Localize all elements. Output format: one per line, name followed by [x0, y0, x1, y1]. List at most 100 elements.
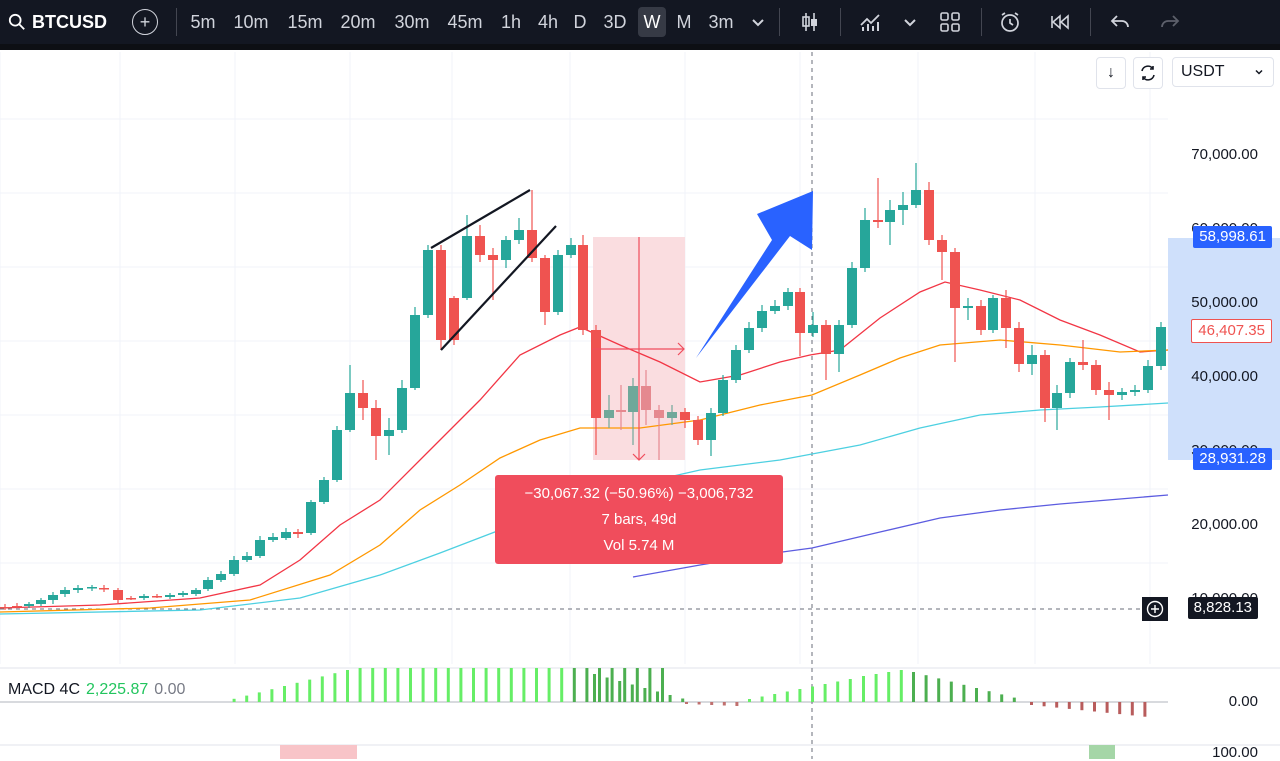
macd-bar [697, 702, 701, 705]
macd-bar [710, 702, 714, 705]
replay-icon[interactable] [1046, 8, 1074, 36]
macd-value: 2,225.87 [86, 681, 149, 698]
price-range-highlight [1168, 238, 1280, 460]
macd-bar [623, 668, 627, 702]
candle-body [924, 190, 934, 240]
currency-select[interactable]: USDT [1172, 57, 1274, 87]
layout-grid-icon[interactable] [936, 8, 964, 36]
macd-bar [497, 668, 501, 702]
candle-body [191, 590, 201, 594]
candle-body [488, 255, 498, 260]
crosshair-add-button[interactable] [1142, 597, 1168, 621]
candle-body [514, 230, 524, 240]
crosshair-price-tag: 8,828.13 [1187, 597, 1258, 619]
macd-legend[interactable]: MACD 4C 2,225.87 0.00 [8, 681, 185, 699]
macd-bar [630, 684, 634, 702]
price-axis-label: 40,000.00 [1191, 368, 1258, 385]
candle-body [1143, 366, 1153, 390]
macd-histogram [232, 668, 1147, 717]
chevron-down-icon[interactable] [744, 8, 772, 36]
alert-clock-icon[interactable] [996, 8, 1024, 36]
candle-body [332, 430, 342, 480]
timeframe-10m[interactable]: 10m [233, 12, 269, 32]
candle-body [680, 412, 690, 420]
macd-bar [949, 681, 953, 702]
macd-bar [598, 668, 601, 702]
macd-bar [987, 691, 991, 702]
candle-body [462, 236, 472, 298]
timeframe-w[interactable]: W [638, 7, 666, 37]
candle-body [654, 410, 664, 418]
macd-bar [1118, 702, 1122, 715]
auto-scale-button[interactable] [1133, 57, 1163, 89]
timeframe-1h[interactable]: 1h [500, 12, 522, 32]
candle-body [553, 255, 563, 312]
candle-body [976, 306, 986, 330]
candle-body [242, 556, 252, 560]
macd-bar [383, 668, 387, 702]
candle-body [911, 190, 921, 205]
timeframe-3d[interactable]: 3D [603, 12, 627, 32]
candle-body [527, 230, 537, 258]
scroll-to-latest-button[interactable]: ↓ [1096, 57, 1126, 89]
timeframe-45m[interactable]: 45m [447, 12, 483, 32]
macd-bar [1080, 702, 1084, 711]
candle-body [293, 532, 303, 534]
macd-bar [848, 679, 852, 702]
macd-bar [245, 695, 249, 702]
symbol-search[interactable]: BTCUSD [0, 0, 168, 44]
macd-bar [1067, 702, 1071, 709]
candle-body [873, 220, 883, 222]
candlesticks [0, 163, 1166, 610]
macd-bar [887, 672, 891, 702]
redo-icon[interactable] [1156, 8, 1184, 36]
macd-bar [785, 691, 789, 702]
macd-bar [547, 668, 551, 702]
macd-bar [912, 672, 915, 702]
candle-body [808, 325, 818, 333]
timeframe-5m[interactable]: 5m [190, 12, 216, 32]
timeframe-3m[interactable]: 3m [708, 12, 734, 32]
candle-body [1001, 298, 1011, 328]
candle-body [693, 420, 703, 440]
candle-body [281, 532, 291, 538]
chevron-down-icon[interactable] [896, 8, 924, 36]
candle-body [641, 386, 651, 410]
candle-body [744, 328, 754, 350]
toolbar-divider [981, 8, 982, 36]
timeframe-15m[interactable]: 15m [287, 12, 323, 32]
candle-body [87, 587, 97, 589]
macd-bar [962, 684, 966, 702]
timeframe-30m[interactable]: 30m [394, 12, 430, 32]
timeframe-4h[interactable]: 4h [537, 12, 559, 32]
candle-body [898, 205, 908, 210]
measure-tooltip: −30,067.32 (−50.96%) −3,006,732 7 bars, … [495, 475, 783, 564]
candle-body [268, 537, 278, 540]
candle-body [566, 245, 576, 255]
candle-body [950, 252, 960, 308]
macd-bar [1143, 702, 1147, 717]
macd-bar [610, 668, 614, 702]
timeframe-m[interactable]: M [676, 12, 692, 32]
undo-icon[interactable] [1106, 8, 1134, 36]
measure-arrow [632, 453, 646, 461]
macd-bar [899, 670, 903, 702]
candle-body [1104, 390, 1114, 395]
timeframe-20m[interactable]: 20m [340, 12, 376, 32]
timeframe-d[interactable]: D [573, 12, 587, 32]
candle-body [770, 306, 780, 311]
candle-body [475, 236, 485, 255]
candles-chart-type-icon[interactable] [796, 8, 824, 36]
macd-bar [635, 668, 639, 702]
price-chart[interactable] [0, 44, 1280, 759]
ma-mid-line [0, 339, 1169, 613]
candle-body [99, 588, 109, 590]
macd-bar [836, 681, 840, 702]
indicators-icon[interactable] [856, 8, 884, 36]
macd-bar [346, 670, 349, 702]
macd-bar [823, 684, 827, 702]
candle-body [616, 410, 626, 412]
candle-body [24, 604, 34, 606]
toolbar-divider [1090, 8, 1091, 36]
add-symbol-icon[interactable]: + [132, 9, 158, 35]
